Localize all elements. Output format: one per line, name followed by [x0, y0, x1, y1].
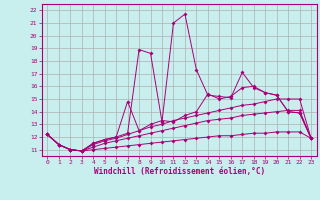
X-axis label: Windchill (Refroidissement éolien,°C): Windchill (Refroidissement éolien,°C)	[94, 167, 265, 176]
